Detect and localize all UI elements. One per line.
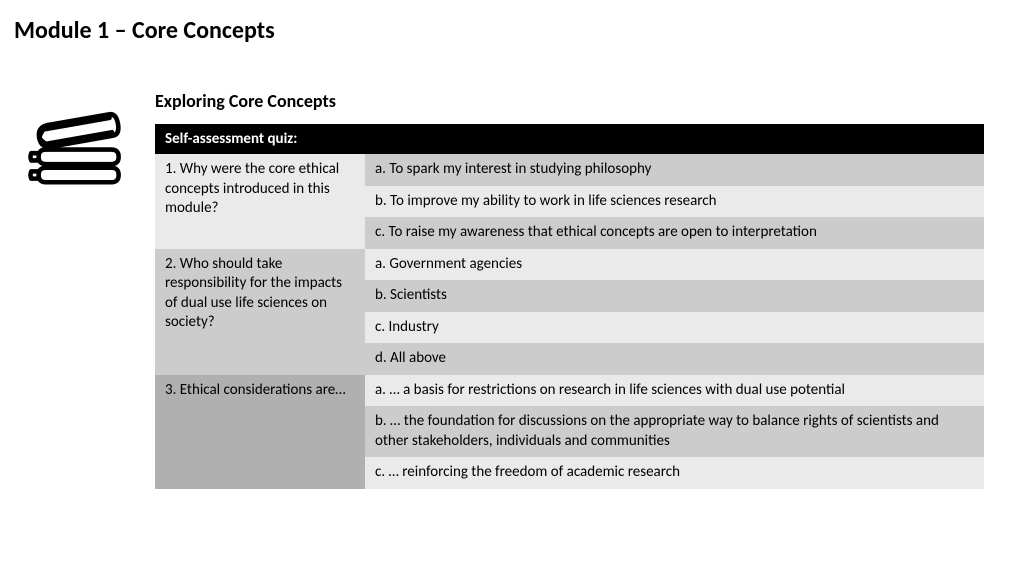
books-icon bbox=[20, 95, 130, 195]
question-block: 2. Who should take responsibility for th… bbox=[155, 249, 984, 375]
content-wrap: Exploring Core Concepts Self-assessment … bbox=[0, 45, 1024, 489]
quiz-header: Self-assessment quiz: bbox=[155, 124, 984, 154]
option-text: a. To spark my interest in studying phil… bbox=[365, 154, 984, 186]
icon-column bbox=[20, 90, 130, 489]
subtitle: Exploring Core Concepts bbox=[155, 90, 984, 112]
question-text: 2. Who should take responsibility for th… bbox=[155, 249, 365, 375]
options-column: a. Government agenciesb. Scientistsc. In… bbox=[365, 249, 984, 375]
options-column: a. To spark my interest in studying phil… bbox=[365, 154, 984, 249]
options-column: a. … a basis for restrictions on researc… bbox=[365, 375, 984, 489]
option-text: b. To improve my ability to work in life… bbox=[365, 186, 984, 218]
option-text: c. Industry bbox=[365, 312, 984, 344]
page-title: Module 1 – Core Concepts bbox=[0, 0, 1024, 45]
question-text: 3. Ethical considerations are… bbox=[155, 375, 365, 489]
option-text: d. All above bbox=[365, 343, 984, 375]
option-text: a. … a basis for restrictions on researc… bbox=[365, 375, 984, 407]
option-text: b. … the foundation for discussions on t… bbox=[365, 406, 984, 457]
quiz-body: 1. Why were the core ethical concepts in… bbox=[155, 154, 984, 489]
option-text: c. To raise my awareness that ethical co… bbox=[365, 217, 984, 249]
question-block: 3. Ethical considerations are…a. … a bas… bbox=[155, 375, 984, 489]
main-column: Exploring Core Concepts Self-assessment … bbox=[155, 90, 984, 489]
option-text: a. Government agencies bbox=[365, 249, 984, 281]
option-text: b. Scientists bbox=[365, 280, 984, 312]
question-block: 1. Why were the core ethical concepts in… bbox=[155, 154, 984, 249]
option-text: c. … reinforcing the freedom of academic… bbox=[365, 457, 984, 489]
question-text: 1. Why were the core ethical concepts in… bbox=[155, 154, 365, 249]
